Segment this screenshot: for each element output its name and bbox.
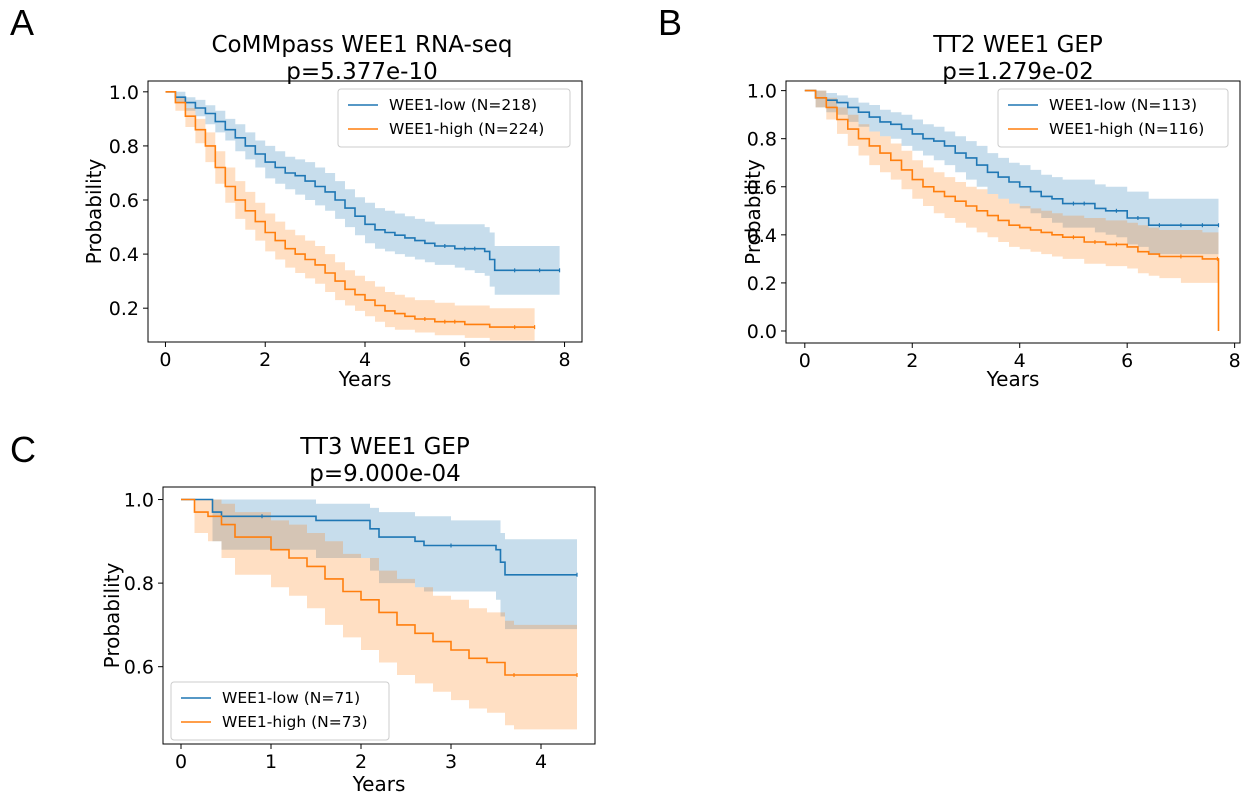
x-tick-label: 8 bbox=[558, 349, 570, 371]
y-tick-label: 0.6 bbox=[109, 190, 139, 212]
x-tick-label: 6 bbox=[1121, 350, 1133, 372]
chart-subtitle: p=5.377e-10 bbox=[286, 59, 437, 85]
x-axis-label: Years bbox=[352, 772, 406, 795]
chart-subtitle: p=9.000e-04 bbox=[309, 461, 460, 487]
legend: WEE1-low (N=71) WEE1-high (N=73) bbox=[170, 681, 390, 741]
series-1-ci-band bbox=[804, 90, 1219, 283]
legend-label-0: WEE1-low (N=113) bbox=[1049, 96, 1197, 114]
chart-subtitle: p=1.279e-02 bbox=[942, 59, 1093, 85]
series-1-ci-band bbox=[181, 499, 577, 730]
y-tick-label: 0.4 bbox=[109, 244, 139, 266]
series-0-line bbox=[804, 89, 1219, 226]
panel-letter-a: A bbox=[10, 2, 35, 43]
x-axis-label: Years bbox=[338, 367, 392, 391]
y-tick-label: 0.6 bbox=[747, 177, 777, 199]
panel-letter-c: C bbox=[10, 429, 36, 470]
y-tick-label: 1.0 bbox=[109, 82, 139, 104]
y-axis-label: Probability bbox=[82, 158, 106, 264]
legend-box bbox=[337, 88, 571, 148]
plot-area bbox=[804, 89, 1220, 331]
y-tick-label: 0.2 bbox=[747, 273, 777, 295]
panel-letter-b: B bbox=[658, 2, 683, 43]
x-tick-label: 4 bbox=[535, 751, 547, 773]
y-tick-label: 0.8 bbox=[747, 129, 777, 151]
chart-title: TT3 WEE1 GEP bbox=[299, 434, 470, 460]
series-1-line bbox=[181, 498, 577, 676]
plot-area bbox=[181, 498, 578, 730]
x-tick-label: 6 bbox=[459, 349, 471, 371]
legend-label-1: WEE1-high (N=73) bbox=[222, 713, 368, 731]
x-tick-label: 2 bbox=[355, 751, 367, 773]
legend: WEE1-low (N=113) WEE1-high (N=116) bbox=[997, 88, 1229, 148]
series-0-ci-band bbox=[165, 91, 560, 295]
y-tick-label: 0.6 bbox=[124, 657, 154, 679]
series-1-ci-band bbox=[165, 91, 535, 341]
chart-title: TT2 WEE1 GEP bbox=[932, 32, 1103, 58]
x-tick-label: 0 bbox=[175, 751, 187, 773]
y-axis-label: Probability bbox=[741, 159, 765, 265]
x-axis-label: Years bbox=[986, 367, 1040, 391]
x-tick-label: 8 bbox=[1229, 350, 1241, 372]
legend-box bbox=[997, 88, 1229, 148]
legend-label-0: WEE1-low (N=71) bbox=[222, 689, 360, 707]
y-tick-label: 0.0 bbox=[747, 321, 777, 343]
x-tick-label: 0 bbox=[159, 349, 171, 371]
y-tick-label: 1.0 bbox=[747, 81, 777, 103]
x-tick-label: 1 bbox=[265, 751, 277, 773]
y-tick-label: 0.8 bbox=[109, 136, 139, 158]
series-0-ci-band bbox=[181, 499, 577, 630]
survival-chart-commpass: 0 2 4 6 8 0.2 0.4 0.6 0.8 1.0 CoMMpass WEE1 RNA-se… bbox=[82, 32, 583, 391]
plot-frame bbox=[785, 80, 1241, 344]
y-tick-label: 1.0 bbox=[124, 490, 154, 512]
plot-area bbox=[165, 91, 561, 341]
y-tick-label: 0.4 bbox=[747, 225, 777, 247]
legend-label-1: WEE1-high (N=224) bbox=[389, 120, 544, 138]
legend-label-0: WEE1-low (N=218) bbox=[389, 96, 537, 114]
series-0-line bbox=[165, 91, 560, 272]
survival-chart-tt2: 0 2 4 6 8 0.0 0.2 0.4 0.6 0.8 1.0 TT2 WEE1 GEPp=1.2… bbox=[741, 32, 1241, 391]
x-tick-label: 2 bbox=[906, 350, 918, 372]
series-0-ci-band bbox=[804, 90, 1219, 255]
x-tick-label: 4 bbox=[1014, 350, 1026, 372]
legend-box bbox=[170, 681, 390, 741]
chart-title: CoMMpass WEE1 RNA-seq bbox=[212, 32, 513, 58]
y-axis-label: Probability bbox=[100, 562, 124, 668]
y-tick-label: 0.8 bbox=[124, 573, 154, 595]
x-tick-label: 4 bbox=[359, 349, 371, 371]
series-1-line bbox=[804, 89, 1220, 331]
legend-label-1: WEE1-high (N=116) bbox=[1049, 120, 1204, 138]
plot-frame bbox=[162, 486, 596, 745]
x-tick-label: 2 bbox=[259, 349, 271, 371]
y-tick-label: 0.2 bbox=[109, 298, 139, 320]
legend: WEE1-low (N=218) WEE1-high (N=224) bbox=[337, 88, 571, 148]
x-tick-label: 0 bbox=[799, 350, 811, 372]
series-1-line bbox=[165, 91, 535, 328]
x-tick-label: 3 bbox=[445, 751, 457, 773]
